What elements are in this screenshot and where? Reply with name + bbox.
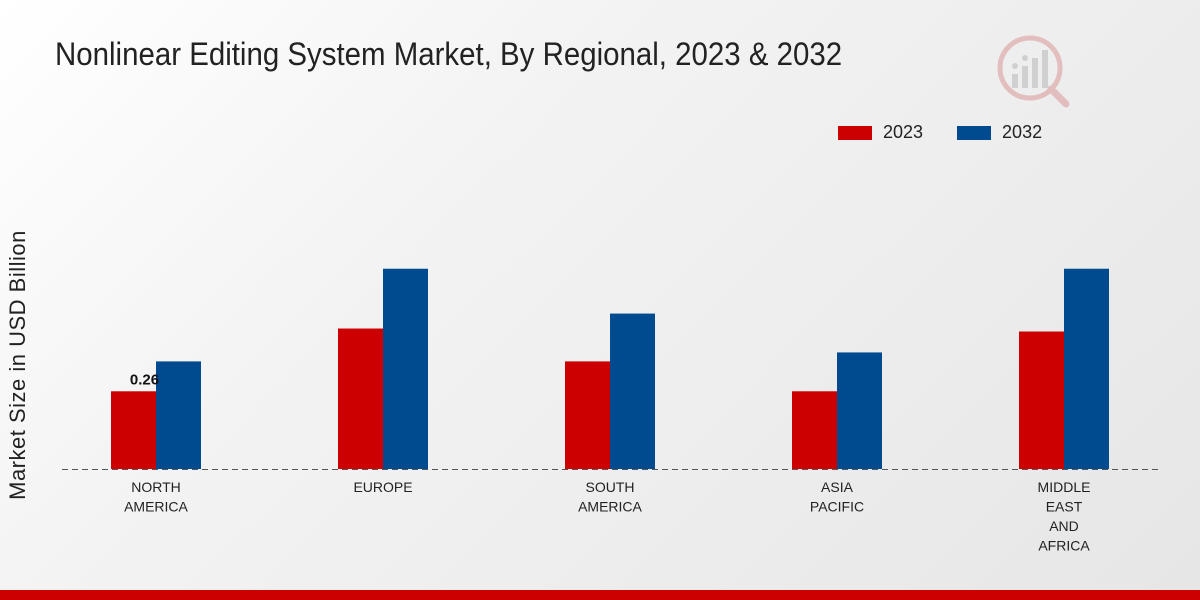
legend-swatch-2032 [957, 125, 992, 140]
data-label-0: 0.26 [130, 371, 159, 388]
bar-2032-1 [383, 268, 428, 469]
bar-2032-3 [837, 352, 882, 469]
bar-2023-1 [338, 328, 383, 469]
bar-2032-2 [610, 313, 655, 469]
bar-2023-3 [792, 391, 837, 469]
x-tick-label-2: SOUTH AMERICA [578, 479, 642, 515]
bar-2032-4 [1064, 268, 1109, 469]
x-tick-label-4: MIDDLE EAST AND AFRICA [1038, 479, 1091, 554]
footer-bar [0, 590, 1200, 600]
x-tick-label-0: NORTH AMERICA [124, 479, 188, 515]
legend-swatch-2023 [838, 125, 872, 140]
legend-item-2032: 2032 [957, 122, 1042, 143]
legend-label-2023: 2023 [883, 122, 924, 142]
x-tick-label-3: ASIA PACIFIC [810, 479, 864, 515]
bar-2023-2 [565, 361, 610, 469]
bar-2023-0 [111, 391, 156, 469]
chart-legend: 2023 2032 [838, 122, 1076, 143]
chart-title: Nonlinear Editing System Market, By Regi… [55, 36, 843, 72]
legend-item-2023: 2023 [838, 122, 923, 143]
bar-2023-4 [1019, 331, 1064, 469]
x-tick-label-1: EUROPE [353, 479, 412, 495]
legend-label-2032: 2032 [1002, 122, 1043, 142]
market-research-logo-icon [997, 35, 1070, 108]
bar-2032-0 [156, 361, 201, 469]
